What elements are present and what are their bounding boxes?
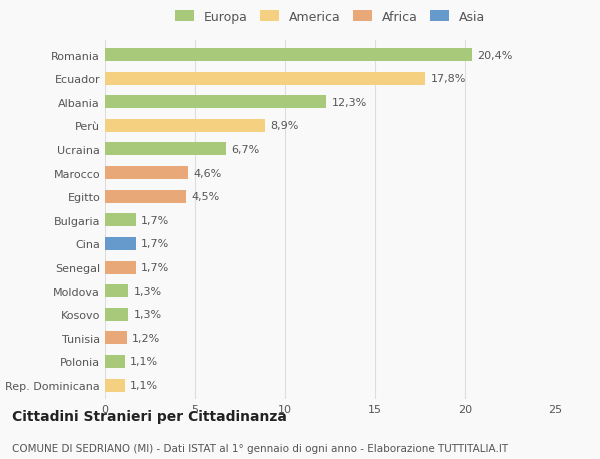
Text: 1,1%: 1,1% (130, 380, 158, 390)
Text: 1,2%: 1,2% (132, 333, 160, 343)
Text: 17,8%: 17,8% (431, 74, 466, 84)
Text: 1,1%: 1,1% (130, 357, 158, 367)
Text: 4,5%: 4,5% (191, 192, 220, 202)
Bar (105, 96, 326, 109)
Text: 8,9%: 8,9% (271, 121, 299, 131)
Bar (105, 73, 425, 85)
Bar (105, 261, 136, 274)
Text: 4,6%: 4,6% (193, 168, 221, 178)
Bar (105, 167, 188, 179)
Bar (105, 120, 265, 133)
Bar (105, 237, 136, 250)
Text: 6,7%: 6,7% (231, 145, 259, 155)
Text: 1,7%: 1,7% (141, 215, 169, 225)
Bar (105, 331, 127, 345)
Text: 1,3%: 1,3% (134, 309, 162, 319)
Bar (105, 214, 136, 227)
Bar (105, 143, 226, 156)
Bar (105, 190, 186, 203)
Bar (105, 49, 472, 62)
Text: Cittadini Stranieri per Cittadinanza: Cittadini Stranieri per Cittadinanza (12, 409, 287, 423)
Legend: Europa, America, Africa, Asia: Europa, America, Africa, Asia (172, 9, 488, 27)
Text: 1,7%: 1,7% (141, 263, 169, 273)
Text: 1,3%: 1,3% (134, 286, 162, 296)
Text: COMUNE DI SEDRIANO (MI) - Dati ISTAT al 1° gennaio di ogni anno - Elaborazione T: COMUNE DI SEDRIANO (MI) - Dati ISTAT al … (12, 443, 508, 453)
Bar (105, 379, 125, 392)
Bar (105, 308, 128, 321)
Text: 20,4%: 20,4% (478, 50, 513, 61)
Bar (105, 285, 128, 297)
Text: 1,7%: 1,7% (141, 239, 169, 249)
Text: 12,3%: 12,3% (332, 98, 367, 107)
Bar (105, 355, 125, 368)
